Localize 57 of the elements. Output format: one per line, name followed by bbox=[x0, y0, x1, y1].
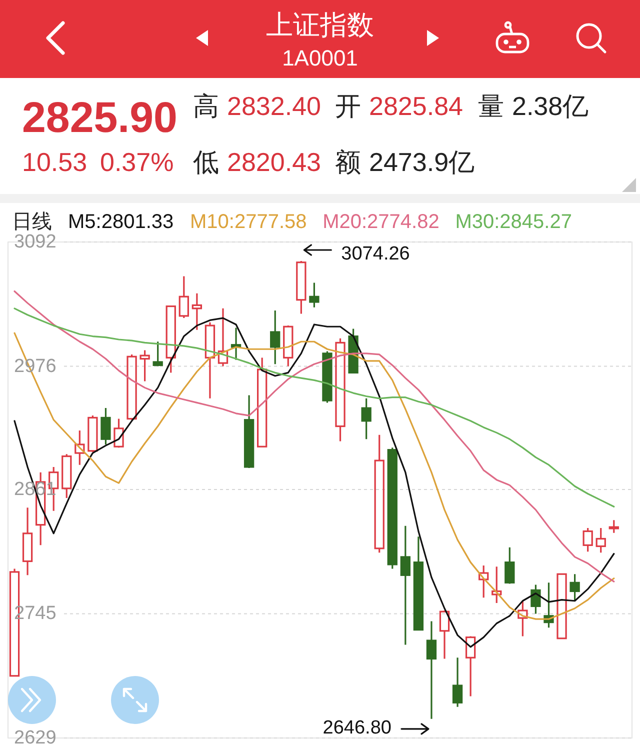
candlestick bbox=[518, 600, 528, 638]
y-tick-label: 3092 bbox=[14, 232, 56, 252]
candlestick bbox=[608, 519, 619, 534]
text: 高 2832.40 bbox=[193, 91, 321, 121]
text: 低 2820.43 bbox=[193, 147, 321, 177]
candlestick bbox=[465, 635, 476, 698]
candlestick bbox=[204, 322, 216, 400]
candlestick bbox=[478, 564, 489, 598]
candlestick bbox=[492, 566, 502, 604]
text: 2825.90 bbox=[22, 94, 178, 142]
candlestick bbox=[335, 338, 346, 442]
chart-subtitle: 1A0001 bbox=[282, 46, 358, 70]
text: M10:2777.58 bbox=[190, 211, 307, 233]
legend-title: 日线 bbox=[12, 211, 52, 233]
candlestick bbox=[192, 292, 202, 331]
candlestick bbox=[270, 310, 280, 365]
annotation: 3074.26 bbox=[341, 244, 410, 265]
text: 量 2.38亿 bbox=[478, 91, 589, 121]
text: 开 2825.84 bbox=[335, 91, 463, 121]
candlestick bbox=[309, 282, 320, 308]
candlestick bbox=[244, 394, 254, 469]
candlestick bbox=[530, 584, 541, 615]
annotation: 2646.80 bbox=[322, 717, 392, 738]
candlestick bbox=[361, 398, 372, 440]
line-series bbox=[14, 290, 615, 582]
candlestick bbox=[178, 275, 189, 319]
candlestick bbox=[62, 453, 72, 499]
candlestick bbox=[413, 536, 424, 631]
candlestick bbox=[439, 610, 450, 660]
candlestick bbox=[374, 434, 384, 554]
candlestick bbox=[296, 260, 306, 315]
text: 0.37% bbox=[100, 147, 174, 177]
candlestick bbox=[570, 573, 580, 602]
candlestick bbox=[283, 324, 294, 368]
text: M30:2845.27 bbox=[455, 211, 572, 233]
candlestick bbox=[218, 308, 228, 368]
candlestick bbox=[114, 418, 124, 448]
y-tick-label: 2629 bbox=[14, 728, 56, 748]
line-series bbox=[14, 308, 615, 508]
candlestick bbox=[152, 340, 163, 368]
candlestick bbox=[400, 525, 410, 646]
candlestick bbox=[100, 407, 111, 446]
text: 额 2473.9亿 bbox=[335, 147, 475, 177]
text: M5:2801.33 bbox=[68, 211, 174, 233]
chart-title: 上证指数 bbox=[266, 10, 374, 40]
candlestick bbox=[452, 656, 463, 708]
candlestick bbox=[74, 430, 85, 466]
candlestick bbox=[426, 620, 437, 720]
candlestick bbox=[596, 527, 606, 554]
candlestick bbox=[504, 546, 515, 585]
text: 10.53 bbox=[22, 147, 88, 177]
candlestick bbox=[582, 527, 593, 552]
candlestick bbox=[22, 506, 33, 576]
text: M20:2774.82 bbox=[322, 211, 440, 233]
candlestick bbox=[140, 349, 150, 382]
candlestick bbox=[257, 356, 268, 448]
candlestick bbox=[166, 305, 176, 374]
